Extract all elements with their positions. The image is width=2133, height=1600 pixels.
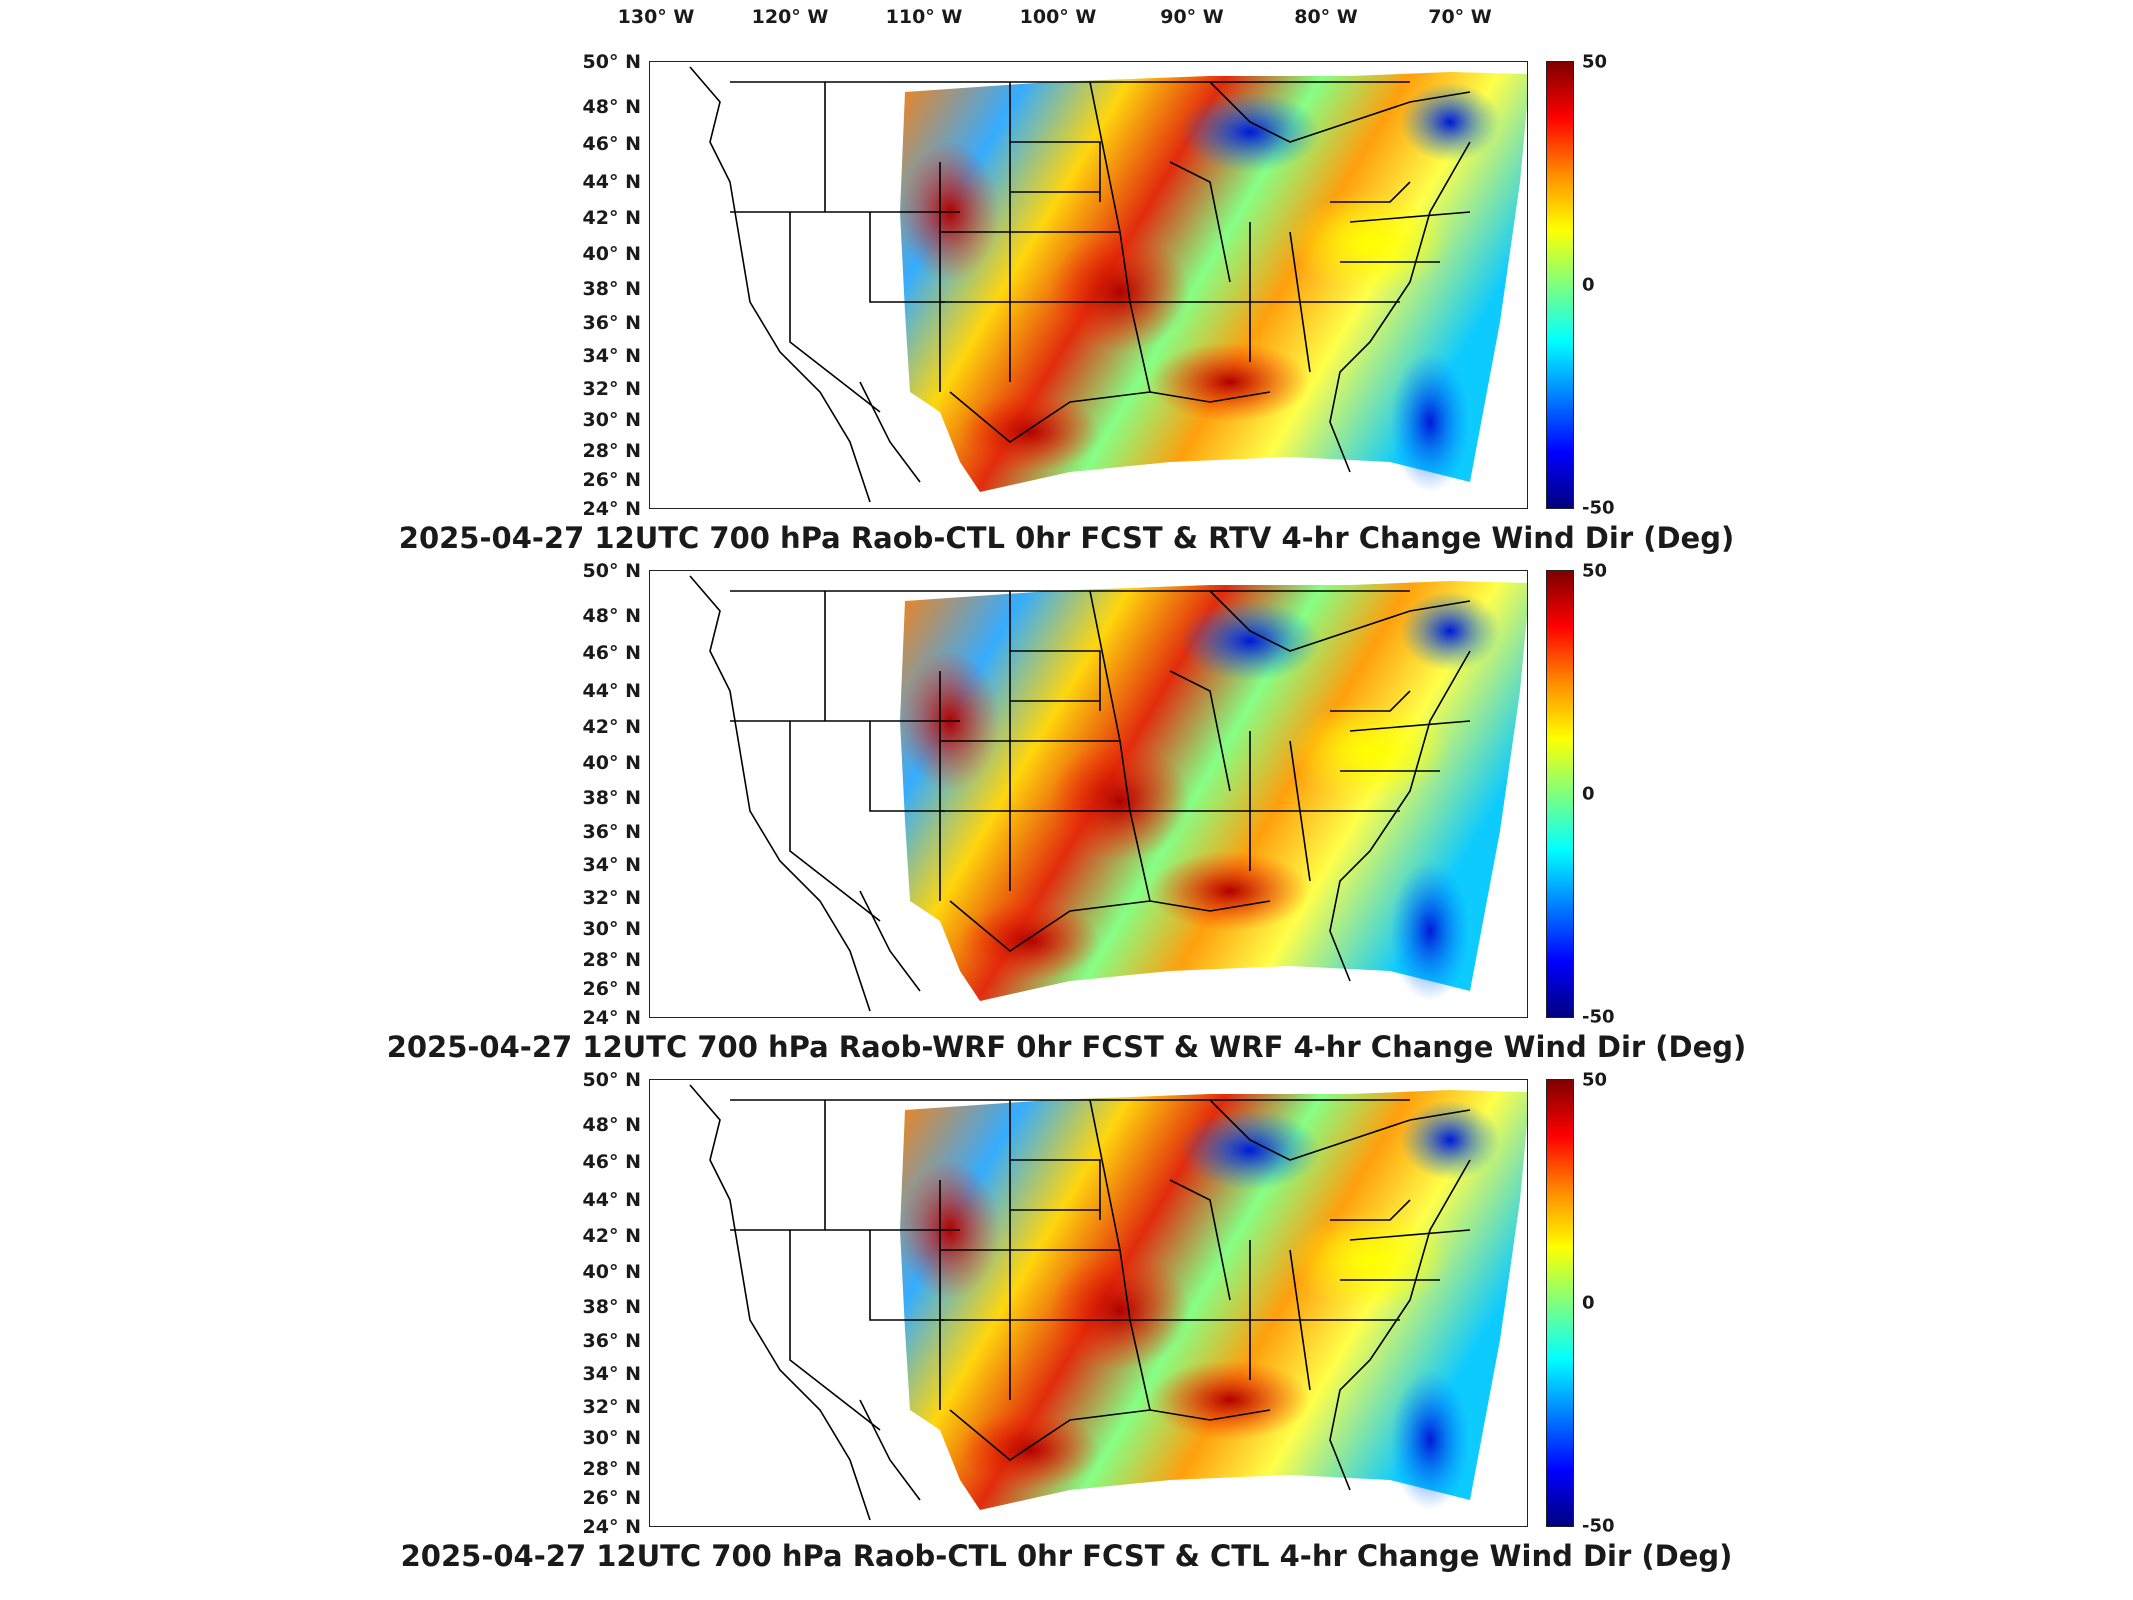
lat-label: 26° N	[582, 1487, 641, 1509]
lat-label: 24° N	[582, 1007, 641, 1029]
colorbar-min-label: -50	[1582, 1006, 1615, 1028]
lat-label: 24° N	[582, 1516, 641, 1538]
lat-label: 26° N	[582, 978, 641, 1000]
lat-label: 40° N	[582, 1261, 641, 1283]
colorbar-max-label: 50	[1582, 51, 1608, 73]
lon-label-120w: 120° W	[751, 6, 829, 28]
lat-label: 30° N	[582, 918, 641, 940]
lon-label-130w: 130° W	[617, 6, 695, 28]
lat-label: 46° N	[582, 1151, 641, 1173]
lat-label: 42° N	[582, 716, 641, 738]
colorbar-mid-label: 0	[1582, 274, 1595, 296]
lat-label: 42° N	[582, 1225, 641, 1247]
wind-direction-map-3	[689, 1084, 1527, 1521]
lat-label: 26° N	[582, 469, 641, 491]
panel-title: 2025-04-27 12UTC 700 hPa Raob-CTL 0hr FC…	[400, 1539, 1733, 1573]
lat-label: 36° N	[582, 1330, 641, 1352]
lat-label: 32° N	[582, 887, 641, 909]
lat-label: 28° N	[582, 440, 641, 462]
lat-label: 40° N	[582, 752, 641, 774]
lat-label: 30° N	[582, 409, 641, 431]
lat-label: 50° N	[582, 1069, 641, 1091]
lon-label-70w: 70° W	[1428, 6, 1492, 28]
lon-label-80w: 80° W	[1294, 6, 1358, 28]
wind-direction-map-2	[689, 575, 1527, 1012]
panel-title: 2025-04-27 12UTC 700 hPa Raob-CTL 0hr FC…	[398, 521, 1735, 555]
lat-label: 24° N	[582, 498, 641, 520]
map-plot-area	[649, 570, 1528, 1018]
lat-label: 36° N	[582, 821, 641, 843]
lat-label: 30° N	[582, 1427, 641, 1449]
lat-label: 40° N	[582, 243, 641, 265]
lat-label: 50° N	[582, 51, 641, 73]
lat-label: 42° N	[582, 207, 641, 229]
lat-label: 28° N	[582, 949, 641, 971]
colorbar-max-label: 50	[1582, 1069, 1608, 1091]
lat-label: 44° N	[582, 171, 641, 193]
colorbar	[1546, 61, 1574, 509]
lat-label: 48° N	[582, 605, 641, 627]
colorbar-mid-label: 0	[1582, 1292, 1595, 1314]
lat-label: 48° N	[582, 96, 641, 118]
colorbar	[1546, 570, 1574, 1018]
lat-label: 32° N	[582, 378, 641, 400]
colorbar-mid-label: 0	[1582, 783, 1595, 805]
colorbar-min-label: -50	[1582, 1515, 1615, 1537]
lon-label-100w: 100° W	[1019, 6, 1097, 28]
panel-title: 2025-04-27 12UTC 700 hPa Raob-WRF 0hr FC…	[386, 1030, 1747, 1064]
colorbar	[1546, 1079, 1574, 1527]
lat-label: 38° N	[582, 1296, 641, 1318]
lat-label: 50° N	[582, 560, 641, 582]
lat-label: 28° N	[582, 1458, 641, 1480]
lat-label: 34° N	[582, 854, 641, 876]
lat-label: 46° N	[582, 133, 641, 155]
lat-label: 38° N	[582, 787, 641, 809]
lon-label-110w: 110° W	[885, 6, 963, 28]
lat-label: 46° N	[582, 642, 641, 664]
lat-label: 34° N	[582, 345, 641, 367]
colorbar-max-label: 50	[1582, 560, 1608, 582]
lon-label-90w: 90° W	[1160, 6, 1224, 28]
lat-label: 48° N	[582, 1114, 641, 1136]
lat-label: 38° N	[582, 278, 641, 300]
colorbar-min-label: -50	[1582, 497, 1615, 519]
lat-label: 44° N	[582, 680, 641, 702]
lat-label: 32° N	[582, 1396, 641, 1418]
lat-label: 34° N	[582, 1363, 641, 1385]
map-plot-area	[649, 1079, 1528, 1527]
wind-direction-map-1	[689, 66, 1527, 503]
map-plot-area	[649, 61, 1528, 509]
lat-label: 44° N	[582, 1189, 641, 1211]
lat-label: 36° N	[582, 312, 641, 334]
